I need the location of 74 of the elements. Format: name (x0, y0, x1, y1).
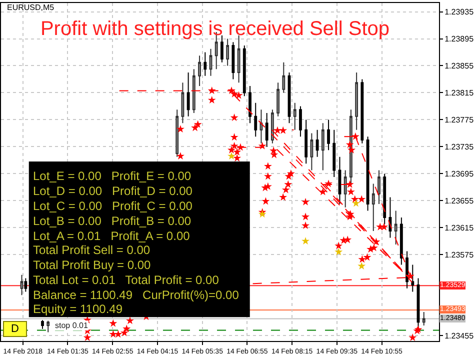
point (228, 152, 236, 160)
candlestick (270, 109, 274, 144)
point (302, 236, 310, 245)
point (358, 262, 366, 270)
text: Profit with settings is received Sell Stop (40, 18, 390, 40)
candlestick (276, 82, 280, 117)
y-tick-label: 1.23655 (444, 196, 474, 206)
candlestick (242, 45, 246, 97)
candlestick (265, 112, 268, 148)
candlestick (344, 170, 347, 208)
candlestick (321, 122, 324, 171)
y-tick-label: 1.23455 (444, 331, 474, 340)
y-tick-label: 1.23815 (444, 88, 474, 98)
candlestick (327, 119, 330, 151)
annotation: EURUSD,M5 (7, 3, 55, 12)
candlestick (406, 250, 408, 289)
point (334, 248, 343, 256)
candlestick (360, 78, 364, 144)
y-tick-label: 1.23575 (444, 250, 474, 260)
candlestick (411, 264, 414, 292)
candlestick (226, 38, 230, 66)
candlestick (355, 72, 358, 130)
y-tick-label: 1.23855 (444, 62, 474, 71)
annotation: Lot_D = 0.00 Profit_D = 0.00 (33, 184, 193, 198)
annotation: Total Lot = 0.01 Total Profit = 0.00 (33, 273, 220, 287)
candlestick (220, 34, 224, 63)
annotation: Total Profit Buy = 0.00 (33, 258, 152, 272)
candlestick (209, 48, 212, 76)
candlestick (310, 132, 314, 171)
candlestick (422, 311, 426, 326)
candlestick (293, 102, 296, 130)
y-tick-label: 1.23615 (444, 223, 474, 232)
candlestick (181, 82, 184, 124)
candlestick (378, 170, 380, 205)
candlestick (299, 106, 302, 138)
candlestick (186, 72, 190, 117)
candlestick (400, 217, 403, 266)
annotation: Lot_B = 0.00 Profit_B = 0.00 (33, 214, 192, 228)
candlestick (198, 55, 201, 86)
y-tick-label: 1.23735 (444, 142, 474, 152)
candlestick (248, 85, 252, 124)
candlestick (383, 173, 386, 225)
candlestick (372, 183, 375, 232)
candlestick (204, 52, 207, 76)
candlestick (20, 274, 24, 296)
annotation: Lot_A = 0.01 Profit_A = 0.00 (33, 229, 190, 243)
annotation: Balance = 1100.49 CurProfit(%)=0.00 (33, 288, 240, 302)
candlestick (304, 119, 308, 164)
y-tick-label: 1.23775 (444, 116, 474, 125)
annotation: stop 0.01 (55, 321, 88, 330)
candlestick (260, 109, 263, 144)
annotation: Lot_C = 0.00 Profit_C = 0.00 (33, 199, 193, 213)
candlestick (24, 278, 28, 292)
annotation: Equity = 1100.49 (33, 302, 123, 316)
candlestick (41, 320, 44, 330)
annotation: Total Profit Sell = 0.00 (33, 243, 150, 257)
candlestick (338, 156, 342, 205)
annotation: Lot_E = 0.00 Profit_E = 0.00 (33, 169, 192, 183)
candlestick (388, 196, 392, 238)
y-tick-label: 1.23895 (444, 34, 474, 44)
candlestick (46, 320, 50, 333)
candlestick (394, 210, 398, 246)
candlestick (232, 42, 235, 80)
candlestick (192, 68, 196, 114)
point (352, 199, 360, 207)
candlestick (254, 102, 258, 138)
y-tick-label: 1.23695 (444, 169, 474, 178)
candlestick (332, 129, 336, 178)
candlestick (282, 62, 286, 94)
y-tick-label: 1.23935 (444, 8, 474, 17)
candlestick (237, 34, 240, 84)
annotation: D (11, 323, 19, 335)
candlestick (316, 129, 319, 158)
candlestick (176, 109, 179, 158)
